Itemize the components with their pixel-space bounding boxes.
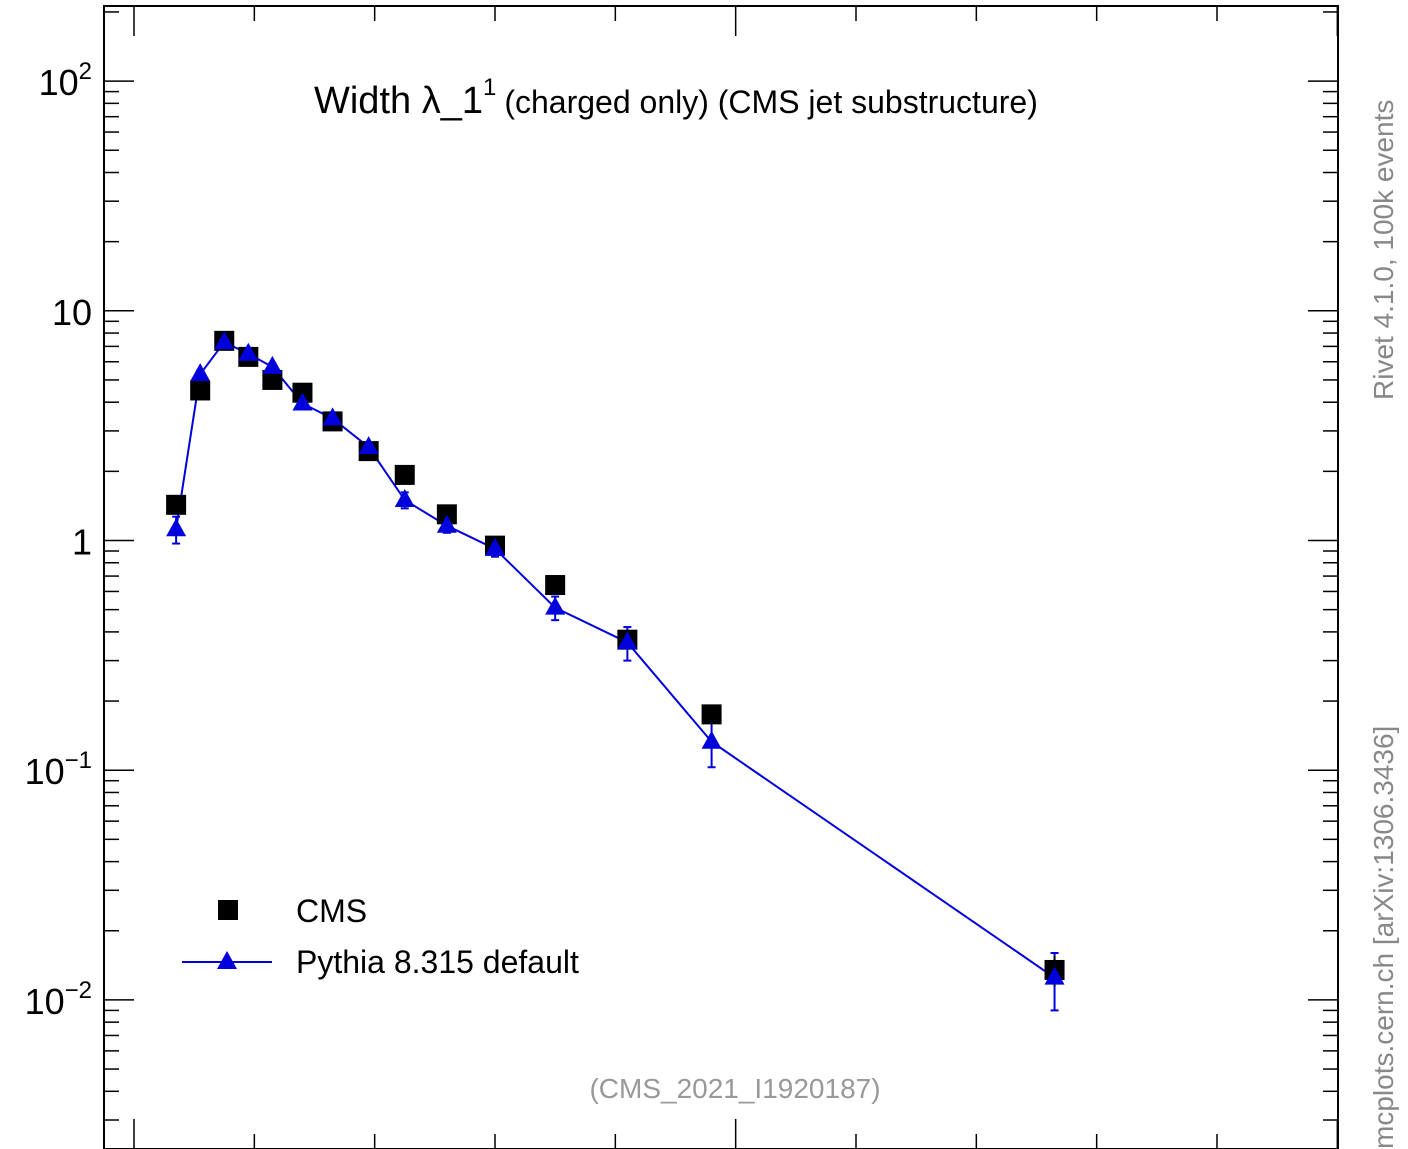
y-tick-label: 1 xyxy=(72,522,92,563)
pythia-point xyxy=(214,331,235,350)
legend-pythia-marker xyxy=(217,951,237,969)
cms-point xyxy=(545,575,566,596)
pythia-point xyxy=(617,631,638,650)
y-tick-label: 102 xyxy=(39,58,92,103)
plot-frame xyxy=(103,5,1339,1149)
mcplots-source-label: mcplots.cern.ch [arXiv:1306.3436] xyxy=(1368,725,1399,1149)
pythia-point xyxy=(436,514,457,533)
cms-point xyxy=(436,504,457,525)
pythia-point xyxy=(394,489,415,508)
pythia-point xyxy=(166,518,187,537)
legend-cms-marker xyxy=(218,900,238,920)
y-tick-label: 10 xyxy=(52,292,92,333)
cms-point xyxy=(262,369,283,390)
pythia-line xyxy=(175,340,1056,979)
cms-point xyxy=(394,464,415,485)
analysis-watermark: (CMS_2021_I1920187) xyxy=(589,1073,880,1104)
legend-pythia-label: Pythia 8.315 default xyxy=(296,944,579,980)
pythia-point xyxy=(190,363,211,382)
pythia-point xyxy=(1044,966,1065,985)
pythia-point xyxy=(262,355,283,374)
rivet-version-label: Rivet 4.1.0, 100k events xyxy=(1368,99,1399,400)
pythia-point xyxy=(701,730,722,749)
pythia-point xyxy=(358,436,379,455)
pythia-point xyxy=(292,392,313,411)
pythia-point xyxy=(322,407,343,426)
chart-title: Width λ_11 (charged only) (CMS jet substr… xyxy=(314,74,1038,122)
cms-point xyxy=(166,494,187,515)
legend-cms-label: CMS xyxy=(296,893,367,929)
pythia-point xyxy=(485,537,505,556)
y-tick-label: 10−1 xyxy=(25,747,92,792)
cms-point xyxy=(701,704,722,725)
cms-point xyxy=(190,380,211,401)
pythia-point xyxy=(238,342,259,361)
pythia-point xyxy=(545,596,566,615)
y-tick-label: 10−2 xyxy=(25,977,92,1022)
